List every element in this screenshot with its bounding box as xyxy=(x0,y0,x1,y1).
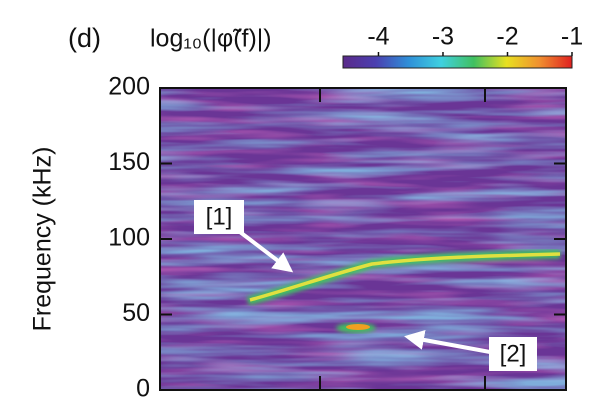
annotation: [1] xyxy=(206,203,233,230)
annotation-box xyxy=(489,337,537,371)
annotation: [2] xyxy=(500,340,527,367)
y-tick-label: 200 xyxy=(108,73,150,101)
arrow xyxy=(238,230,294,273)
y-tick-label: 100 xyxy=(108,224,150,252)
colorbar xyxy=(342,55,573,69)
y-tick-label: 150 xyxy=(108,148,150,176)
colorbar-tick-label: -3 xyxy=(432,23,454,51)
arrow xyxy=(404,330,491,354)
panel-label: (d) xyxy=(68,23,101,53)
y-axis-title: Frequency (kHz) xyxy=(29,147,57,332)
y-tick-label: 0 xyxy=(136,375,150,403)
y-tick-label: 50 xyxy=(122,299,150,327)
mode-1 xyxy=(249,252,561,302)
colorbar-tick-label: -1 xyxy=(561,23,583,51)
mode-2 xyxy=(346,324,370,330)
colorbar-label: log₁₀(|φ̃(f)|) xyxy=(150,25,272,53)
colorbar-tick-label: -2 xyxy=(496,23,518,51)
colorbar-tick-label: -4 xyxy=(367,23,389,51)
annotation-box xyxy=(194,200,244,234)
plot xyxy=(159,87,567,391)
